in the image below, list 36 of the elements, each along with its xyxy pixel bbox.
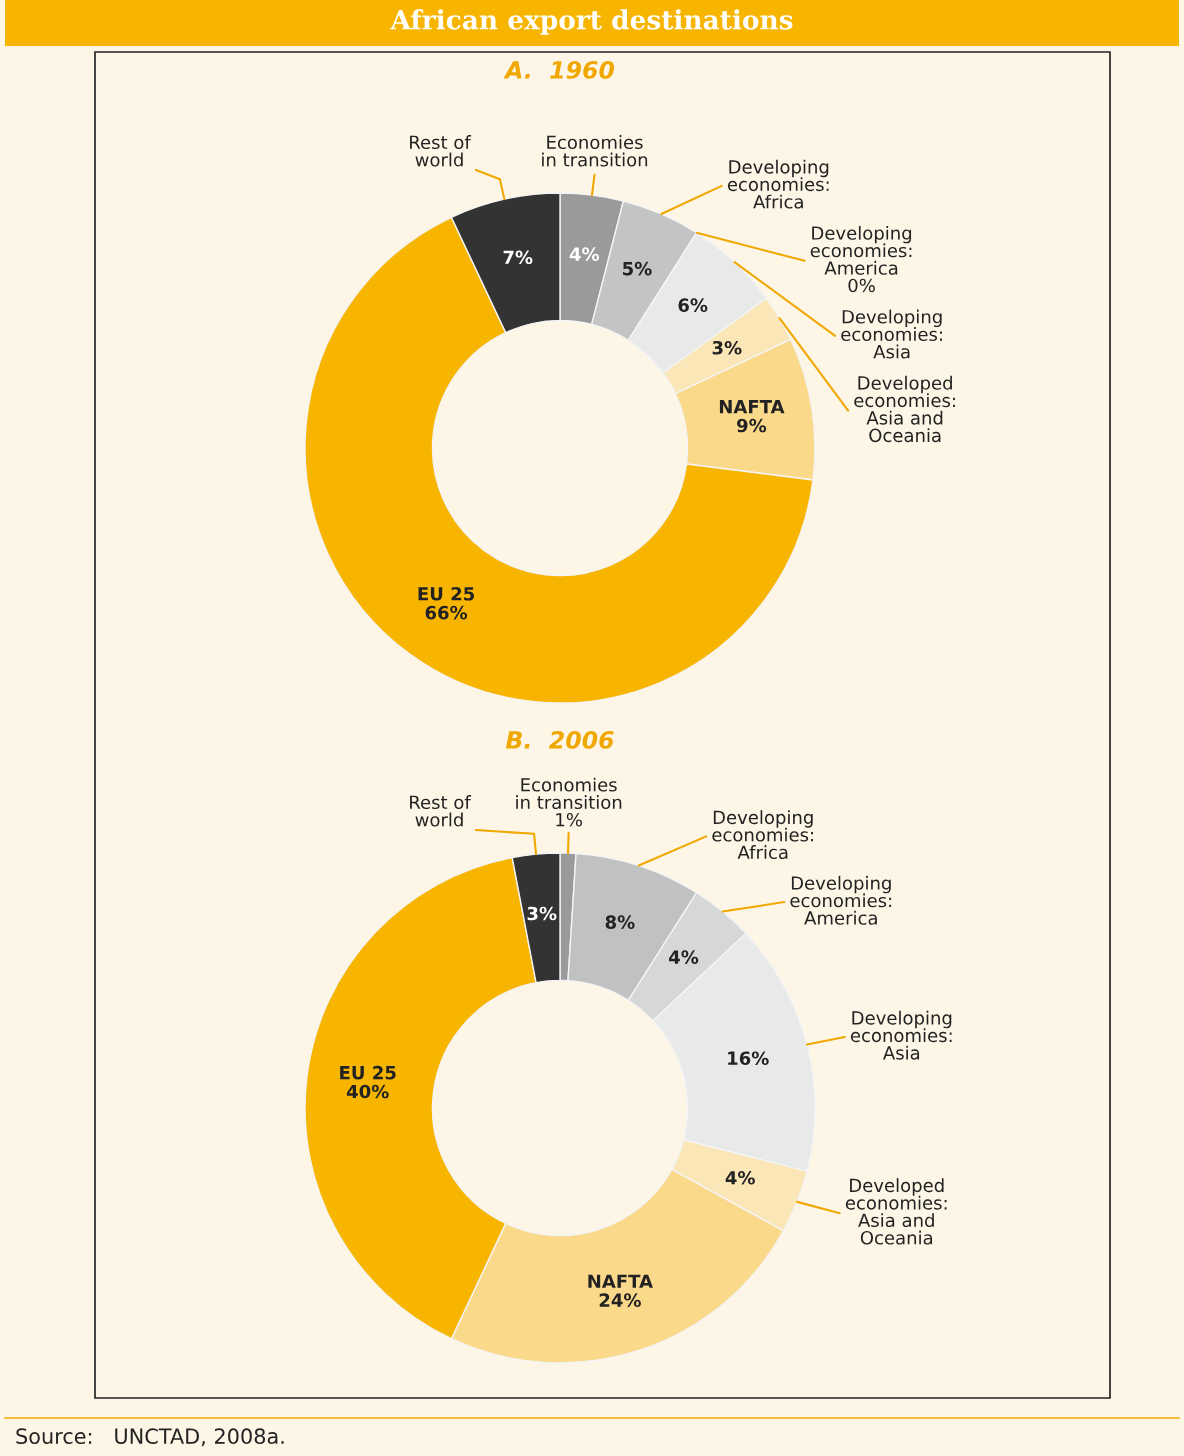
- slice-label: Developing economies: America: [790, 875, 892, 925]
- data-label: 24%: [599, 1293, 641, 1307]
- data-label: 8%: [605, 915, 635, 929]
- data-label: 4%: [725, 1170, 755, 1185]
- slice-label: NAFTA: [719, 400, 785, 414]
- data-label: 6%: [678, 298, 708, 312]
- slice-label: Developing economies: Asia: [841, 309, 942, 359]
- source-note: Source: UNCTAD, 2008a.: [16, 1428, 284, 1447]
- data-label: 66%: [425, 605, 468, 620]
- data-label: 16%: [728, 1051, 769, 1066]
- slice-label: NAFTA: [588, 1274, 653, 1288]
- data-label: 3%: [712, 340, 742, 355]
- chart-title: African export destinations: [390, 9, 793, 35]
- chart-subtitle: A. 1960: [503, 60, 615, 79]
- slice-label: Developing economies: Africa: [712, 810, 814, 860]
- slice-label: Rest of world: [410, 135, 472, 167]
- slice-label: EU 25: [340, 1065, 396, 1080]
- data-label: 9%: [737, 418, 767, 433]
- data-label: 40%: [346, 1084, 389, 1099]
- slice-label: Rest of world: [410, 795, 472, 827]
- data-label: 1%: [556, 812, 582, 827]
- slice-label: Developing economies: Asia: [850, 1010, 952, 1060]
- data-label: 4%: [569, 247, 600, 261]
- slice-label: Economies in transition: [542, 135, 648, 167]
- text: 0%: [848, 278, 875, 293]
- slice-label: EU 25: [418, 586, 475, 601]
- slice-label: Developed economies: Asia and Oceania: [845, 1178, 947, 1245]
- category-label: Developing economies: America: [810, 225, 912, 275]
- chart-subtitle: B. 2006: [505, 730, 614, 749]
- data-label: 7%: [503, 250, 533, 265]
- data-label: 5%: [623, 261, 652, 276]
- data-label: 3%: [527, 906, 557, 921]
- slice-label: Economies in transition: [516, 777, 622, 810]
- slice-label: Developed economies: Asia and Oceania: [854, 375, 955, 443]
- data-label: 4%: [669, 950, 699, 964]
- slice-label: Developing economies: Africa: [727, 159, 829, 209]
